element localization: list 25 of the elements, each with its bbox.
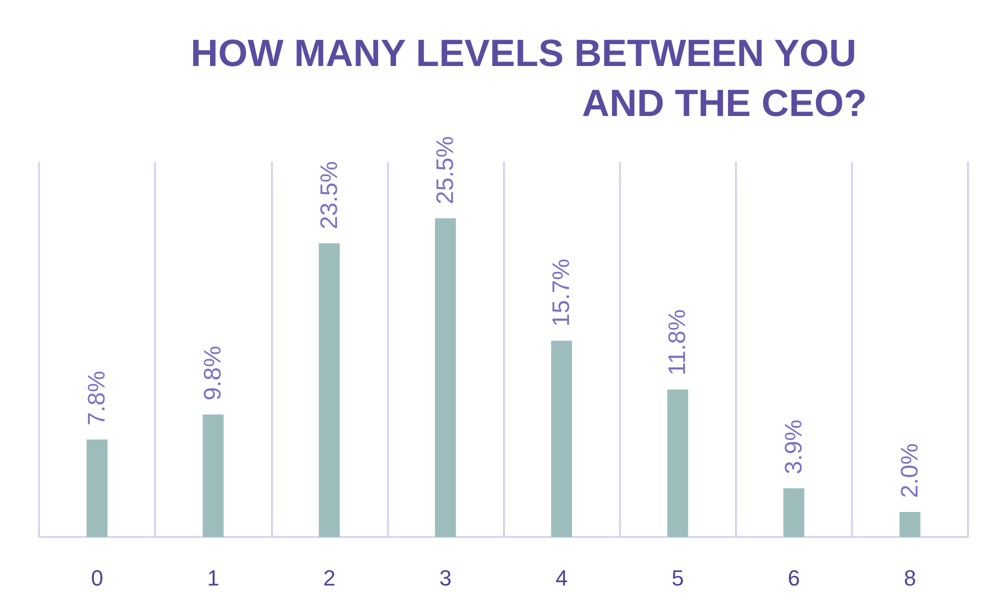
bar: [783, 488, 804, 537]
data-label: 2.0%: [896, 443, 924, 498]
data-label: 15.7%: [548, 258, 576, 327]
bar: [318, 243, 340, 537]
x-tick-label: 8: [904, 566, 916, 590]
x-tick-label: 5: [672, 566, 684, 590]
data-label: 11.8%: [664, 309, 692, 376]
x-tick-label: 0: [90, 566, 104, 590]
data-label: 23.5%: [316, 161, 343, 230]
bar: [667, 390, 688, 537]
x-tick-label: 4: [555, 566, 568, 590]
x-tick-label: 2: [323, 566, 336, 590]
data-label: 9.8%: [200, 346, 227, 400]
data-label: 25.5%: [432, 136, 459, 204]
data-label: 3.9%: [780, 420, 808, 474]
bar: [86, 440, 108, 537]
bar: [551, 340, 572, 537]
bar: [899, 512, 920, 537]
bar: [434, 218, 456, 537]
x-tick-label: 1: [207, 566, 220, 590]
data-label: 7.8%: [84, 370, 111, 426]
chart-title: HOW MANY LEVELS BETWEEN YOU AND THE CEO?: [190, 33, 867, 125]
x-tick-label: 3: [439, 566, 452, 590]
x-tick-label: 6: [788, 566, 800, 590]
bar: [202, 414, 224, 537]
